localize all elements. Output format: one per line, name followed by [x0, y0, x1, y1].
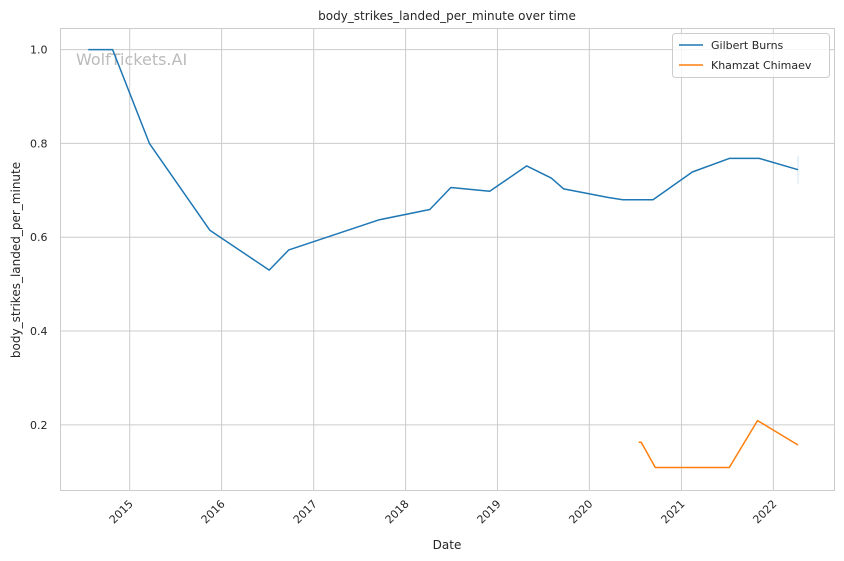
x-axis-label: Date	[433, 538, 462, 552]
y-tick-label: 0.8	[30, 137, 48, 150]
y-tick-label: 0.2	[30, 419, 48, 432]
grid	[60, 28, 835, 491]
legend-label-gilbert-burns: Gilbert Burns	[711, 39, 784, 52]
plot-frame	[60, 28, 835, 491]
watermark: WolfTickets.AI	[76, 50, 187, 69]
legend-label-khamzat-chimaev: Khamzat Chimaev	[711, 59, 812, 72]
chart-title: body_strikes_landed_per_minute over time	[318, 9, 576, 23]
y-ticks: 0.2 0.4 0.6 0.8 1.0	[30, 44, 48, 432]
y-tick-label: 1.0	[30, 44, 48, 57]
y-tick-label: 0.4	[30, 325, 48, 338]
series-layer	[88, 48, 799, 469]
legend: Gilbert Burns Khamzat Chimaev	[672, 33, 830, 78]
series-line-khamzat-chimaev	[638, 419, 799, 469]
y-tick-label: 0.6	[30, 231, 48, 244]
y-axis-label: body_strikes_landed_per_minute	[9, 162, 23, 358]
legend-box	[672, 33, 830, 78]
series-line-gilbert-burns	[88, 48, 799, 271]
